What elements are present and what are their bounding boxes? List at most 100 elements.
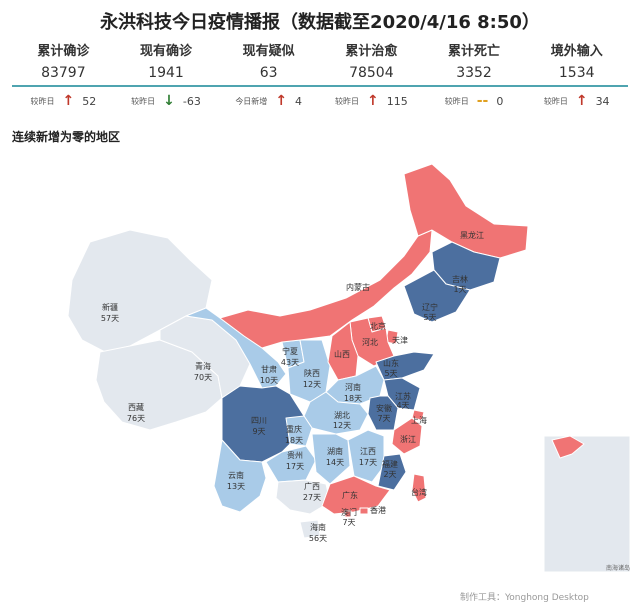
stat-cumulative-deaths: 累计死亡 3352 [423,42,526,84]
arrow-up-icon: ↑ [575,93,588,109]
stat-value: 83797 [41,65,86,81]
region-label-gansu: 甘肃 [261,364,277,374]
region-label-hongkong: 香港 [370,505,386,515]
region-label-hubei: 湖北 [334,411,350,420]
region-days-yunnan: 13天 [227,482,245,491]
delta-imported: 较昨日 ↑ 34 [525,92,628,110]
region-days-anhui: 7天 [377,414,390,423]
stat-current-suspected: 现有疑似 63 [217,42,320,84]
region-shanghai[interactable] [411,409,425,421]
region-label-xinjiang: 新疆 [102,302,118,312]
stat-cumulative-confirmed: 累计确诊 83797 [12,42,115,84]
region-label-zhejiang: 浙江 [400,434,416,444]
region-label-chongqing: 重庆 [286,424,302,434]
delta-caption: 较昨日 [543,96,568,106]
region-label-taiwan: 台湾 [411,487,427,497]
stat-label: 累计死亡 [448,44,501,59]
delta-current-suspected: 今日新增 ↑ 4 [217,92,320,110]
footer-credit: 制作工具：Yonghong Desktop [460,593,589,603]
region-shanxi[interactable] [327,321,359,381]
region-days-ningxia: 43天 [281,358,299,367]
region-fujian[interactable] [377,453,407,491]
region-label-hunan: 湖南 [327,446,343,456]
region-yunnan[interactable] [213,439,267,513]
stat-value: 63 [259,65,278,81]
china-map: 新疆 57天 西藏 76天 青海 70天 甘肃 10天 宁夏 43天 陕西 12天 内蒙古 … [67,163,631,573]
region-anhui[interactable] [367,395,399,431]
delta-value: 115 [386,94,408,108]
inset-label: 南海诸岛 [606,565,631,572]
arrow-down-icon: ↓ [163,93,175,109]
region-neimenggu[interactable] [219,229,433,349]
region-label-hebei: 河北 [362,337,378,347]
region-label-liaoning: 辽宁 [422,302,438,312]
delta-value: 34 [595,94,610,108]
region-label-qinghai: 青海 [195,361,211,371]
south-sea-inset[interactable] [543,435,631,573]
region-label-ningxia: 宁夏 [282,346,298,356]
stat-cumulative-cured: 累计治愈 78504 [320,42,423,84]
stat-value: 78504 [349,65,394,81]
region-label-henan: 河南 [345,382,361,392]
region-days-macau: 7天 [342,518,355,527]
region-days-fujian: 2天 [383,470,396,479]
region-days-sichuan: 9天 [252,427,265,436]
region-chongqing[interactable] [285,415,313,447]
stat-label: 累计确诊 [37,44,90,59]
region-label-macau: 澳门 [341,507,357,517]
region-label-beijing: 北京 [370,321,386,331]
region-taiwan[interactable] [411,473,427,503]
region-days-guizhou: 17天 [286,462,304,471]
region-hunan[interactable] [311,433,351,485]
arrow-up-icon: ↑ [62,93,75,109]
region-jiangxi[interactable] [347,429,385,483]
stat-value: 1534 [558,65,595,81]
region-label-tianjin: 天津 [392,335,408,345]
section-title: 连续新增为零的地区 [12,130,121,144]
region-hainan[interactable] [299,519,321,539]
stat-current-confirmed: 现有确诊 1941 [115,42,218,84]
divider [12,85,628,87]
region-label-shanghai: 上海 [411,415,427,425]
region-days-hunan: 14天 [326,458,344,467]
region-label-yunnan: 云南 [228,470,244,480]
region-label-anhui: 安徽 [376,403,392,413]
stats-row: 累计确诊 83797 现有确诊 1941 现有疑似 63 累计治愈 78504 … [12,42,628,84]
region-guangxi[interactable] [275,479,331,515]
delta-value: 0 [496,94,504,108]
region-days-henan: 18天 [344,394,362,403]
region-zhejiang[interactable] [391,417,423,455]
region-label-jiangxi: 江西 [360,447,376,456]
region-hongkong[interactable] [359,507,369,515]
region-label-xizang: 西藏 [128,402,144,412]
region-heilongjiang[interactable] [403,163,529,259]
delta-cumulative-deaths: 较昨日 -- 0 [423,92,526,110]
stat-label: 累计治愈 [345,44,398,59]
stat-imported: 境外输入 1534 [525,42,628,84]
delta-caption: 较昨日 [334,96,359,106]
region-label-hainan: 海南 [310,522,326,532]
south-sea-inset-land[interactable] [551,435,585,459]
region-label-fujian: 福建 [382,459,398,469]
region-days-gansu: 10天 [260,376,278,385]
arrow-up-icon: ↑ [275,93,288,109]
delta-caption: 今日新增 [235,96,268,106]
region-guangdong[interactable] [321,475,391,515]
region-label-guangxi: 广西 [304,481,320,491]
region-macau[interactable] [344,510,352,518]
region-liaoning[interactable] [403,269,471,323]
